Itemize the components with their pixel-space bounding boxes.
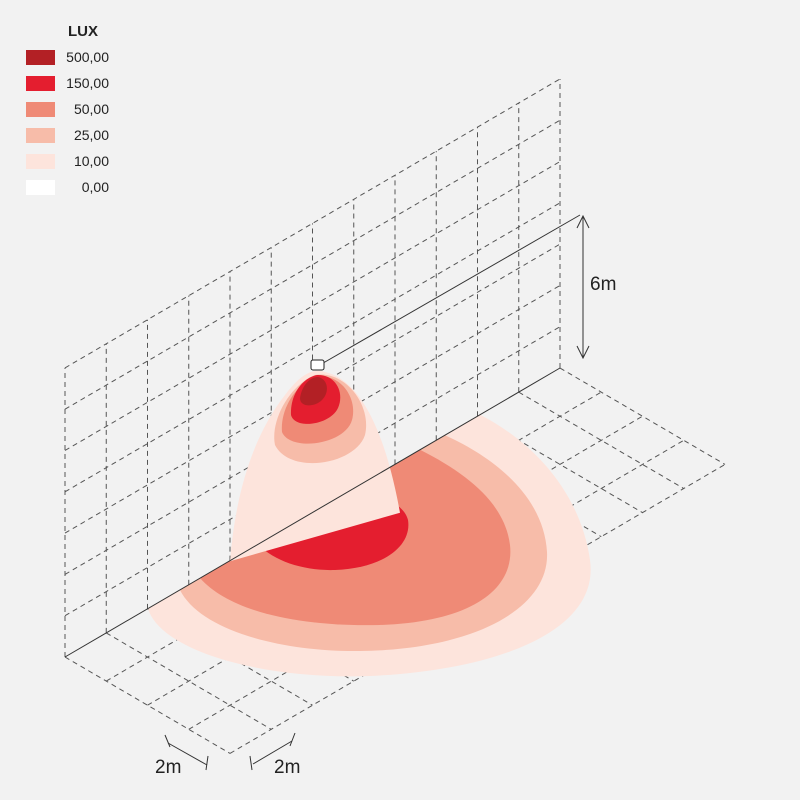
mount-line (317, 214, 581, 367)
grid-line (188, 439, 685, 730)
legend-label: 25,00 (74, 127, 109, 143)
grid-line (64, 202, 561, 493)
grid-line (64, 656, 231, 754)
grid-line (64, 78, 561, 369)
wall-contour (300, 377, 327, 406)
solid-lines (64, 214, 590, 771)
grid-line (64, 161, 561, 451)
legend-swatch (26, 128, 55, 143)
legend-swatch (26, 154, 55, 169)
grid-line (105, 632, 272, 730)
height-arrows (576, 214, 590, 360)
grid-line (559, 367, 726, 465)
grid-label: 2m (274, 757, 300, 778)
grid-line (64, 119, 561, 410)
legend: 500,00 150,00 50,00 25,00 10,00 0,00 (26, 49, 109, 195)
legend-label: 500,00 (66, 49, 109, 65)
legend-swatch (26, 76, 55, 91)
legend-label: 150,00 (66, 75, 109, 91)
legend-swatch (26, 102, 55, 117)
baseline (64, 367, 561, 658)
legend-title: LUX (68, 23, 98, 40)
legend-label: 0,00 (82, 179, 109, 195)
grid-line (64, 326, 561, 617)
legend-label: 10,00 (74, 153, 109, 169)
legend-label: 50,00 (74, 101, 109, 117)
grid-line (64, 243, 561, 534)
legend-swatch (26, 50, 55, 65)
grid-line (147, 415, 643, 706)
height-label: 6m (590, 274, 616, 295)
grid-line (64, 285, 561, 575)
dimension-ticks (164, 732, 296, 771)
grid-dimension (167, 742, 208, 766)
contours (148, 370, 591, 677)
luminaire-body (310, 359, 325, 371)
grid-label: 2m (155, 757, 181, 778)
grid-line (518, 391, 685, 489)
legend-swatch (26, 180, 55, 195)
luminaire (310, 359, 325, 371)
grid-dimension (252, 740, 293, 765)
grid-line (229, 464, 726, 754)
